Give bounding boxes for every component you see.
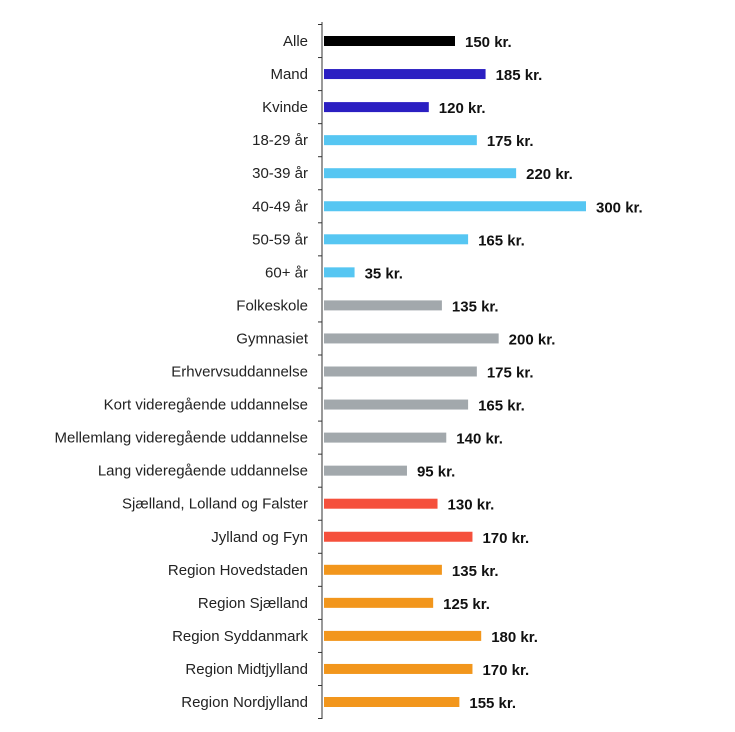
- category-label: Region Nordjylland: [181, 694, 308, 711]
- bar: [324, 498, 438, 509]
- category-label: 18-29 år: [252, 132, 308, 149]
- category-label: 60+ år: [265, 264, 308, 281]
- bar: [324, 531, 473, 542]
- bar: [324, 333, 499, 344]
- bars-group: Alle 150 kr. Mand 185 kr. Kvinde 120 kr. 18-29…: [54, 24, 643, 719]
- bar: [324, 465, 407, 476]
- category-label: Erhvervsuddannelse: [171, 364, 308, 381]
- category-label: Region Midtjylland: [185, 661, 308, 678]
- value-label: 170 kr.: [482, 662, 529, 679]
- category-label: Region Syddanmark: [172, 628, 308, 645]
- value-label: 220 kr.: [526, 166, 573, 183]
- value-label: 35 kr.: [365, 265, 403, 282]
- category-label: Region Sjælland: [198, 595, 308, 612]
- value-label: 185 kr.: [496, 67, 543, 84]
- bar: [324, 663, 473, 674]
- value-label: 125 kr.: [443, 596, 490, 613]
- value-label: 170 kr.: [482, 530, 529, 547]
- value-label: 135 kr.: [452, 563, 499, 580]
- bar: [324, 597, 434, 608]
- category-label: Kvinde: [262, 99, 308, 116]
- value-label: 200 kr.: [509, 331, 556, 348]
- bar: [324, 102, 429, 113]
- bar: [324, 630, 482, 641]
- category-label: 50-59 år: [252, 231, 308, 248]
- category-label: Gymnasiet: [236, 330, 309, 347]
- bar: [324, 564, 442, 575]
- category-label: Kort videregående uddannelse: [104, 397, 308, 414]
- category-label: Folkeskole: [236, 297, 308, 314]
- category-label: 30-39 år: [252, 165, 308, 182]
- bar: [324, 135, 477, 146]
- value-label: 150 kr.: [465, 34, 512, 51]
- value-label: 135 kr.: [452, 298, 499, 315]
- value-label: 165 kr.: [478, 232, 525, 249]
- value-label: 95 kr.: [417, 464, 455, 481]
- value-label: 175 kr.: [487, 365, 534, 382]
- bar: [324, 201, 586, 212]
- bar: [324, 267, 355, 278]
- category-label: Mand: [270, 66, 308, 83]
- category-label: Lang videregående uddannelse: [98, 463, 308, 480]
- value-label: 175 kr.: [487, 133, 534, 150]
- bar: [324, 432, 447, 443]
- value-label: 140 kr.: [456, 431, 503, 448]
- category-label: Jylland og Fyn: [211, 529, 308, 546]
- bar: [324, 366, 477, 377]
- bar: [324, 300, 442, 311]
- category-label: 40-49 år: [252, 198, 308, 215]
- bar: [324, 697, 460, 707]
- category-label: Alle: [283, 33, 308, 50]
- value-label: 155 kr.: [469, 695, 516, 712]
- bar: [324, 69, 486, 80]
- bar: [324, 168, 517, 179]
- value-label: 180 kr.: [491, 629, 538, 646]
- bar: [324, 399, 469, 410]
- category-label: Sjælland, Lolland og Falster: [122, 496, 308, 513]
- category-label: Region Hovedstaden: [168, 562, 308, 579]
- value-label: 165 kr.: [478, 398, 525, 415]
- value-label: 300 kr.: [596, 199, 643, 216]
- category-label: Mellemlang videregående uddannelse: [54, 430, 308, 447]
- bar: [324, 36, 455, 46]
- bar: [324, 234, 469, 245]
- value-label: 130 kr.: [448, 497, 495, 514]
- value-label: 120 kr.: [439, 100, 486, 117]
